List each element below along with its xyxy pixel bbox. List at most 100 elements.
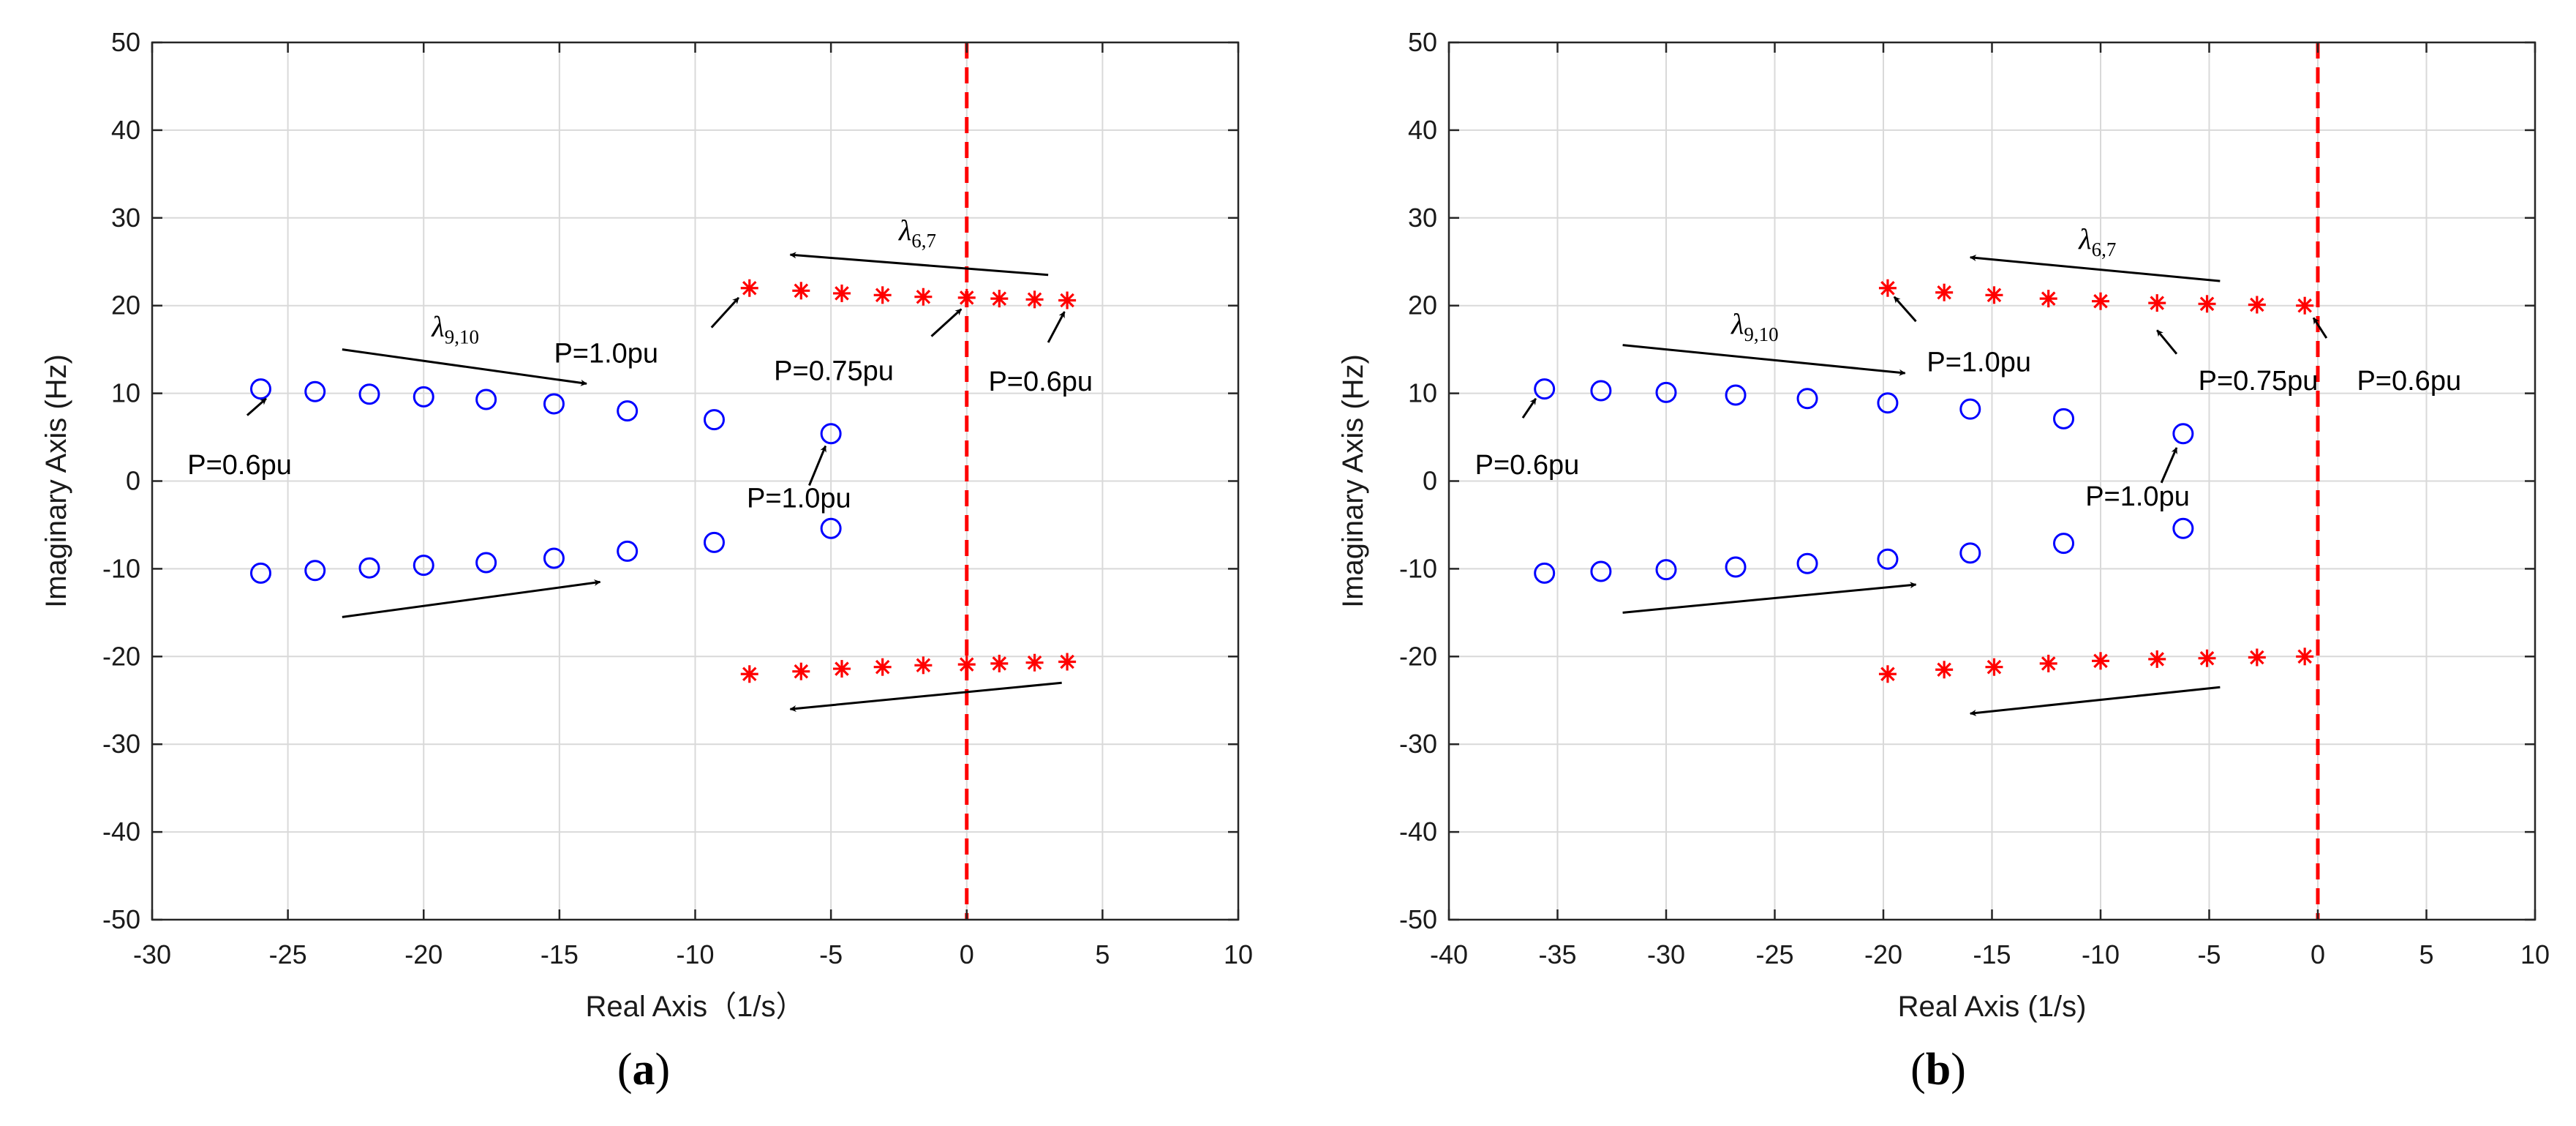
eigenvalue-star-marker <box>2248 296 2266 314</box>
x-axis-label: Real Axis（1/s） <box>585 991 805 1023</box>
eigenvalue-star-marker <box>832 660 851 678</box>
x-tick-label: -25 <box>269 939 307 969</box>
eigenvalue-star-marker <box>1935 661 1954 679</box>
eigenvalue-circle-marker <box>1796 388 1818 410</box>
eigenvalue-circle-marker <box>1959 398 1981 420</box>
operating-point-label: P=1.0pu <box>747 483 851 514</box>
eigenvalue-circle-marker <box>543 547 565 569</box>
x-tick-label: -15 <box>541 939 579 969</box>
eigenvalue-circle-marker <box>304 560 326 582</box>
operating-point-label: P=0.75pu <box>2199 366 2319 397</box>
annotation-arrow <box>808 445 827 487</box>
annotation-arrow <box>789 252 1049 277</box>
annotation-arrow <box>246 397 267 416</box>
eigenvalue-circle-marker <box>2053 533 2075 555</box>
eigenvalue-circle-marker <box>617 540 639 562</box>
y-tick-label: 10 <box>111 378 140 408</box>
operating-point-label: P=0.6pu <box>2357 366 2461 397</box>
eigenvalue-star-marker <box>2148 294 2166 312</box>
x-tick-label: -5 <box>2197 939 2221 969</box>
annotation-arrow <box>710 296 740 329</box>
y-tick-label: 40 <box>111 115 140 145</box>
x-tick-label: -25 <box>1755 939 1793 969</box>
eigenvalue-label: λ6,7 <box>2078 222 2116 260</box>
lambda-symbol: λ <box>2078 222 2091 255</box>
panel-caption: (a) <box>617 1045 670 1095</box>
eigenvalue-label: λ9,10 <box>431 310 479 348</box>
annotation-arrow <box>2160 447 2178 484</box>
y-axis-label: Imaginary Axis (Hz) <box>40 354 72 608</box>
y-tick-label: 0 <box>1423 466 1437 496</box>
annotation-arrow <box>1047 311 1066 343</box>
x-tick-label: -20 <box>404 939 442 969</box>
x-tick-label: -35 <box>1538 939 1576 969</box>
operating-point-label: P=1.0pu <box>554 339 658 369</box>
eigenvalue-circle-marker <box>250 562 271 584</box>
eigenvalue-circle-marker <box>1796 552 1818 574</box>
eigenvalue-label: λ9,10 <box>1730 307 1779 345</box>
eigenvalue-star-marker <box>1985 658 2003 676</box>
annotation-arrow <box>1521 397 1537 419</box>
caption-open: ( <box>1910 1045 1926 1095</box>
eigenvalue-star-marker <box>2092 292 2109 310</box>
y-tick-label: -10 <box>102 553 140 583</box>
y-tick-label: 20 <box>1408 290 1437 320</box>
eigenvalue-circle-marker <box>1534 378 1556 400</box>
eigenvalue-star-marker <box>957 656 976 674</box>
eigenvalue-star-marker <box>2148 650 2166 668</box>
eigenvalue-circle-marker <box>2053 408 2075 429</box>
chart-panel-a: -30 -25 -20 -15 -10 -5 0 5 10-50-40-30-20-100102… <box>40 27 1253 1095</box>
operating-point-label: P=1.0pu <box>1927 348 2031 378</box>
eigenvalue-star-marker <box>873 658 892 676</box>
eigenvalue-circle-marker <box>475 552 497 574</box>
lambda-subscript: 9,10 <box>445 326 479 348</box>
eigenvalue-star-marker <box>1025 653 1044 672</box>
eigenvalue-star-marker <box>957 288 976 307</box>
eigenvalue-circle-marker <box>1725 384 1747 406</box>
x-axis-label: Real Axis (1/s) <box>1898 991 2087 1023</box>
y-tick-label: 50 <box>1408 27 1437 57</box>
eigenvalue-star-marker <box>740 665 758 683</box>
y-tick-label: -10 <box>1399 553 1437 583</box>
eigenvalue-star-marker <box>2039 290 2057 308</box>
annotation-arrow <box>342 348 587 386</box>
panel-caption: (b) <box>1910 1045 1966 1095</box>
lambda-symbol: λ <box>1730 307 1744 340</box>
y-tick-label: -20 <box>102 641 140 671</box>
eigenvalue-circle-marker <box>1959 542 1981 564</box>
y-tick-label: -30 <box>102 729 140 759</box>
eigenvalue-star-marker <box>2092 652 2109 670</box>
eigenvalue-circle-marker <box>820 423 842 445</box>
caption-letter: b <box>1926 1045 1951 1095</box>
eigenvalue-circle-marker <box>617 400 639 422</box>
y-tick-label: -50 <box>1399 904 1437 934</box>
lambda-subscript: 6,7 <box>911 230 936 252</box>
eigenvalue-star-marker <box>990 654 1009 672</box>
y-tick-label: -40 <box>102 817 140 847</box>
y-tick-label: -30 <box>1399 729 1437 759</box>
operating-point-label: P=0.75pu <box>774 356 894 387</box>
eigenvalue-star-marker <box>914 288 933 306</box>
caption-open: ( <box>617 1045 633 1095</box>
lambda-subscript: 6,7 <box>2092 239 2117 260</box>
eigenvalue-circle-marker <box>1590 560 1612 582</box>
caption-close: ) <box>1951 1045 1966 1095</box>
eigenvalue-star-marker <box>1985 286 2003 304</box>
eigenvalue-circle-marker <box>358 557 380 579</box>
x-tick-label: 10 <box>2520 939 2550 969</box>
eigenvalue-star-marker <box>1025 290 1044 309</box>
eigenvalue-circle-marker <box>413 555 434 577</box>
caption-letter: a <box>633 1045 655 1095</box>
eigenvalue-star-marker <box>2296 296 2314 315</box>
x-tick-label: -15 <box>1973 939 2011 969</box>
eigenvalue-circle-marker <box>413 386 434 408</box>
y-axis-label: Imaginary Axis (Hz) <box>1337 354 1369 608</box>
y-tick-label: 30 <box>1408 203 1437 233</box>
eigenvalue-circle-marker <box>1534 562 1556 584</box>
eigenvalue-circle-marker <box>2172 423 2194 445</box>
lambda-symbol: λ <box>431 310 444 343</box>
y-tick-label: 40 <box>1408 115 1437 145</box>
eigenvalue-circle-marker <box>703 409 725 431</box>
x-tick-label: -20 <box>1864 939 1902 969</box>
